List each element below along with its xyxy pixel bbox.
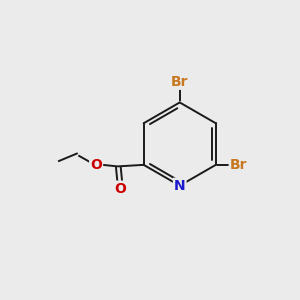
Text: O: O [114,182,126,196]
Text: Br: Br [171,75,188,89]
Text: O: O [90,158,102,172]
Text: N: N [174,179,185,193]
Text: Br: Br [229,158,247,172]
